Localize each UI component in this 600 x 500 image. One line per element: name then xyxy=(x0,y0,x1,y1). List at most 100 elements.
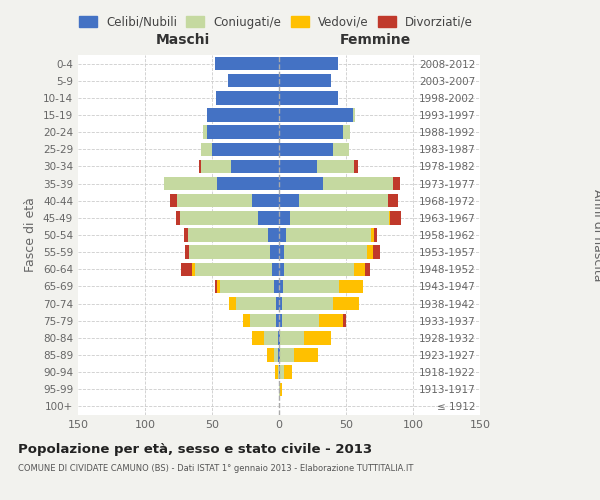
Bar xyxy=(317,160,354,173)
Bar xyxy=(252,194,279,207)
Bar xyxy=(180,211,257,224)
Bar xyxy=(299,194,388,207)
Bar xyxy=(188,228,268,241)
Bar xyxy=(220,280,274,293)
Bar xyxy=(279,57,338,70)
Text: Femmine: Femmine xyxy=(340,34,410,48)
Bar xyxy=(323,177,393,190)
Bar xyxy=(286,228,371,241)
Bar xyxy=(217,280,220,293)
Bar xyxy=(343,126,350,139)
Bar xyxy=(279,108,353,122)
Bar xyxy=(371,228,374,241)
Bar xyxy=(267,348,274,362)
Bar xyxy=(164,177,217,190)
Bar xyxy=(278,348,279,362)
Bar xyxy=(206,126,279,139)
Bar xyxy=(269,246,279,259)
Bar xyxy=(177,194,252,207)
Bar xyxy=(294,348,318,362)
Bar xyxy=(332,142,349,156)
Bar xyxy=(277,314,279,328)
Bar xyxy=(272,262,279,276)
Bar xyxy=(340,280,364,293)
Bar xyxy=(281,314,319,328)
Bar xyxy=(280,366,284,379)
Bar xyxy=(215,280,217,293)
Bar xyxy=(353,108,355,122)
Bar xyxy=(279,246,284,259)
Bar xyxy=(319,314,343,328)
Bar xyxy=(199,160,201,173)
Bar xyxy=(284,246,367,259)
Bar xyxy=(281,297,332,310)
Bar xyxy=(217,177,279,190)
Bar xyxy=(212,142,279,156)
Bar xyxy=(365,262,370,276)
Bar xyxy=(279,194,299,207)
Bar xyxy=(373,246,380,259)
Bar xyxy=(243,314,250,328)
Bar xyxy=(206,108,279,122)
Bar xyxy=(189,246,269,259)
Bar xyxy=(176,211,180,224)
Bar xyxy=(194,262,272,276)
Bar xyxy=(275,366,278,379)
Bar xyxy=(257,211,279,224)
Bar xyxy=(279,314,281,328)
Bar xyxy=(203,126,206,139)
Bar xyxy=(390,211,401,224)
Bar xyxy=(229,297,236,310)
Y-axis label: Fasce di età: Fasce di età xyxy=(25,198,37,272)
Bar xyxy=(231,160,279,173)
Text: Anni di nascita: Anni di nascita xyxy=(590,188,600,281)
Bar xyxy=(279,160,317,173)
Text: Maschi: Maschi xyxy=(156,34,210,48)
Bar xyxy=(280,331,304,344)
Bar xyxy=(280,348,294,362)
Bar xyxy=(279,142,332,156)
Bar xyxy=(236,297,277,310)
Bar xyxy=(215,57,279,70)
Bar xyxy=(279,297,281,310)
Bar xyxy=(268,228,279,241)
Bar xyxy=(279,211,290,224)
Bar xyxy=(332,297,359,310)
Bar xyxy=(274,280,279,293)
Bar xyxy=(277,297,279,310)
Bar xyxy=(374,228,377,241)
Bar xyxy=(278,366,279,379)
Text: COMUNE DI CIVIDATE CAMUNO (BS) - Dati ISTAT 1° gennaio 2013 - Elaborazione TUTTI: COMUNE DI CIVIDATE CAMUNO (BS) - Dati IS… xyxy=(18,464,413,473)
Bar xyxy=(284,366,292,379)
Bar xyxy=(389,211,390,224)
Bar xyxy=(388,194,398,207)
Bar xyxy=(279,228,286,241)
Bar xyxy=(274,348,278,362)
Bar xyxy=(354,262,365,276)
Bar xyxy=(279,91,338,104)
Bar xyxy=(192,262,194,276)
Legend: Celibi/Nubili, Coniugati/e, Vedovi/e, Divorziati/e: Celibi/Nubili, Coniugati/e, Vedovi/e, Di… xyxy=(74,11,478,34)
Bar xyxy=(279,126,343,139)
Bar xyxy=(279,348,280,362)
Bar xyxy=(304,331,331,344)
Bar xyxy=(393,177,400,190)
Bar xyxy=(290,211,389,224)
Bar xyxy=(264,331,278,344)
Bar xyxy=(201,142,212,156)
Text: Popolazione per età, sesso e stato civile - 2013: Popolazione per età, sesso e stato civil… xyxy=(18,442,372,456)
Bar xyxy=(278,331,279,344)
Bar xyxy=(367,246,373,259)
Bar xyxy=(284,262,354,276)
Bar xyxy=(201,160,231,173)
Bar xyxy=(228,74,279,88)
Bar xyxy=(184,228,188,241)
Bar xyxy=(279,280,283,293)
Bar xyxy=(343,314,346,328)
Bar xyxy=(354,160,358,173)
Bar xyxy=(185,246,189,259)
Bar xyxy=(181,262,192,276)
Bar xyxy=(280,382,281,396)
Bar xyxy=(279,366,280,379)
Bar xyxy=(279,74,331,88)
